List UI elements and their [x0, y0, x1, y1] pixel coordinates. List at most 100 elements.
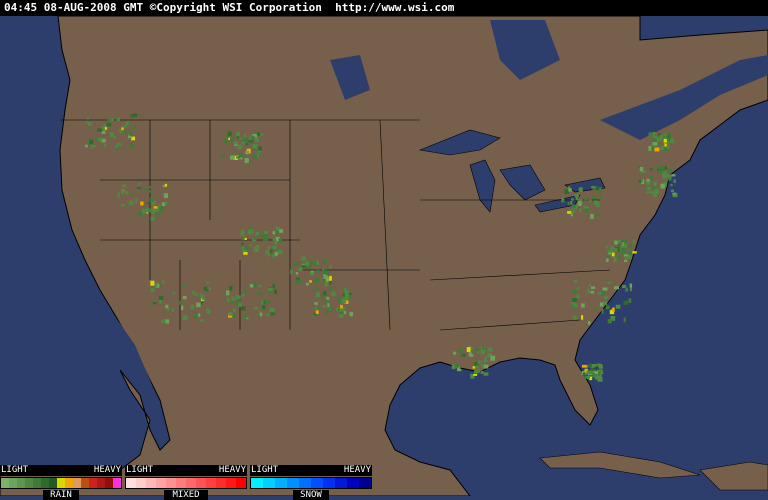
radar-echo — [667, 134, 671, 139]
radar-echo — [248, 140, 254, 143]
radar-echo — [322, 270, 328, 275]
radar-echo — [307, 260, 313, 265]
radar-echo — [314, 287, 319, 290]
radar-echo — [162, 185, 166, 188]
radar-echo — [270, 312, 275, 316]
radar-echo — [122, 129, 127, 133]
radar-echo — [235, 295, 241, 300]
legend-swatch — [33, 478, 41, 488]
radar-echo — [481, 346, 485, 352]
radar-echo — [323, 273, 326, 277]
radar-echo — [663, 181, 668, 187]
radar-echo — [269, 308, 272, 312]
radar-echo — [596, 376, 600, 381]
radar-echo — [264, 301, 270, 304]
radar-echo — [274, 240, 278, 245]
radar-echo — [314, 302, 318, 305]
radar-echo — [266, 313, 270, 317]
radar-echo — [670, 139, 675, 143]
radar-echo — [198, 313, 201, 317]
radar-echo — [472, 366, 476, 369]
radar-echo — [263, 234, 269, 240]
radar-echo — [263, 237, 266, 242]
radar-echo — [661, 135, 665, 141]
rain-color-bar — [0, 477, 122, 489]
radar-echo — [624, 256, 628, 260]
radar-echo — [104, 127, 108, 130]
header-bar: 04:45 08-AUG-2008 GMT ©Copyright WSI Cor… — [0, 0, 768, 16]
radar-echo — [270, 308, 275, 313]
radar-echo — [329, 265, 332, 269]
radar-echo — [652, 142, 658, 146]
radar-echo — [615, 304, 621, 309]
radar-echo — [153, 206, 158, 209]
radar-echo — [232, 308, 236, 312]
radar-echo — [260, 312, 263, 317]
legend-swatch — [311, 478, 323, 488]
radar-echo — [672, 192, 676, 195]
radar-echo — [272, 253, 277, 258]
radar-echo — [672, 192, 678, 198]
radar-echo — [598, 369, 603, 372]
radar-echo — [601, 308, 604, 314]
radar-echo — [598, 363, 603, 367]
radar-echo — [136, 187, 142, 190]
radar-echo — [249, 284, 254, 288]
radar-echo — [132, 113, 138, 118]
radar-echo — [659, 166, 665, 170]
radar-echo — [255, 231, 260, 236]
radar-echo — [236, 300, 241, 305]
radar-echo — [164, 183, 168, 187]
radar-echo — [245, 142, 248, 146]
legend-swatch — [347, 478, 359, 488]
radar-echo — [124, 190, 129, 195]
radar-echo — [613, 248, 618, 252]
radar-echo — [258, 284, 262, 288]
radar-echo — [115, 145, 118, 149]
radar-echo — [109, 132, 115, 137]
legend-swatch — [49, 478, 57, 488]
radar-echo — [229, 285, 233, 291]
radar-echo — [154, 283, 158, 287]
radar-echo — [597, 292, 602, 295]
radar-echo — [665, 141, 669, 144]
radar-echo — [272, 283, 275, 289]
radar-echo — [150, 216, 155, 221]
radar-echo — [158, 210, 161, 215]
radar-echo — [241, 238, 246, 241]
radar-echo — [328, 307, 331, 311]
radar-echo — [122, 125, 128, 128]
radar-echo — [309, 280, 312, 283]
radar-echo — [591, 195, 596, 200]
radar-echo — [200, 293, 203, 297]
source-url[interactable]: http://www.wsi.com — [335, 1, 455, 14]
radar-echo — [597, 376, 603, 382]
radar-echo — [570, 200, 573, 205]
radar-echo — [587, 320, 591, 325]
radar-echo — [594, 371, 599, 375]
radar-echo — [252, 144, 258, 149]
radar-echo — [241, 141, 246, 145]
radar-echo — [591, 186, 596, 189]
radar-echo — [322, 305, 327, 308]
snow-color-bar — [250, 477, 372, 489]
radar-echo — [481, 363, 484, 369]
copyright: ©Copyright WSI Corporation — [149, 1, 322, 14]
radar-echo — [120, 204, 125, 207]
radar-echo — [614, 286, 620, 290]
radar-echo — [182, 284, 187, 288]
radar-echo — [329, 287, 333, 291]
legend-swatch — [323, 478, 335, 488]
radar-echo — [460, 353, 466, 357]
radar-echo — [131, 136, 136, 141]
radar-echo — [599, 195, 602, 201]
legend-swatch — [335, 478, 347, 488]
radar-echo — [606, 254, 610, 258]
radar-echo — [128, 200, 134, 205]
radar-echo — [610, 315, 616, 321]
radar-echo — [258, 310, 261, 316]
radar-echo — [242, 293, 245, 298]
radar-echo — [249, 244, 253, 247]
radar-echo — [141, 208, 146, 212]
